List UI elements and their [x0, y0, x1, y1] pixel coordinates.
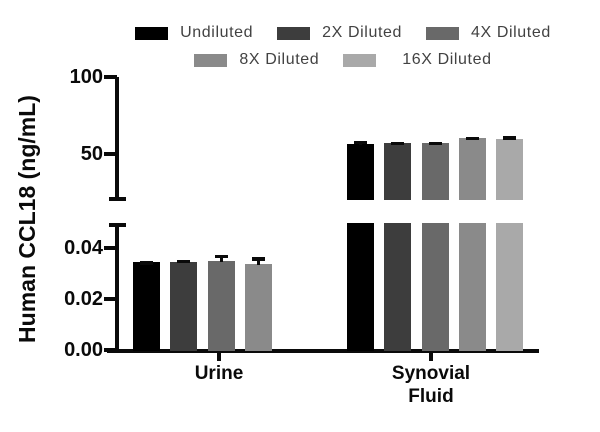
- legend: Undiluted 2X Diluted 4X Diluted 8X Diluted 1…: [86, 24, 600, 79]
- legend-label-16x-diluted: 16X Diluted: [402, 51, 492, 68]
- error-bar-cap-urine-undiluted: [139, 261, 153, 265]
- y-tick-upper-50: [104, 152, 117, 156]
- x-category-label-urine: Urine: [144, 362, 294, 385]
- error-bar-cap-synovial-fluid-4x-diluted: [428, 141, 442, 146]
- y-tick-label-lower-0-04: 0.04: [64, 237, 103, 259]
- error-bar-cap-synovial-fluid-8x-diluted: [465, 136, 479, 141]
- legend-swatch-16x-diluted: [343, 53, 377, 67]
- bar-urine-4x-diluted: [207, 260, 235, 351]
- y-tick-label-lower-0-00: 0.00: [64, 339, 103, 361]
- error-bar-cap-synovial-fluid-16x-diluted: [503, 136, 517, 140]
- y-tick-label-upper-100: 100: [69, 66, 103, 88]
- bar-lower-synovial-fluid-4x-diluted: [421, 223, 449, 351]
- legend-label-4x-diluted: 4X Diluted: [471, 24, 551, 41]
- error-bar-line-urine-4x-diluted: [219, 254, 223, 262]
- axis-break-cap-upper: [108, 197, 126, 201]
- legend-item-4x-diluted: 4X Diluted: [426, 24, 551, 42]
- bar-upper-synovial-fluid-2x-diluted: [384, 143, 412, 200]
- x-category-label-line: Fluid: [408, 386, 454, 407]
- y-axis-lower-line: [115, 223, 119, 353]
- legend-swatch-undiluted: [135, 26, 169, 40]
- legend-label-8x-diluted: 8X Diluted: [239, 51, 320, 68]
- legend-item-16x-diluted: 16X Diluted: [343, 51, 491, 69]
- error-bar-line-urine-8x-diluted: [256, 257, 260, 266]
- bar-upper-synovial-fluid-undiluted: [346, 143, 374, 200]
- bar-lower-synovial-fluid-2x-diluted: [384, 223, 412, 351]
- x-category-label-line: Urine: [194, 363, 244, 384]
- bar-lower-synovial-fluid-16x-diluted: [496, 223, 524, 351]
- legend-swatch-4x-diluted: [426, 26, 459, 40]
- bar-lower-synovial-fluid-undiluted: [346, 223, 374, 351]
- y-tick-upper-100: [104, 75, 117, 79]
- bar-urine-2x-diluted: [170, 261, 198, 351]
- bar-lower-synovial-fluid-8x-diluted: [458, 223, 486, 351]
- error-bar-cap-synovial-fluid-undiluted: [353, 140, 367, 145]
- legend-label-undiluted: Undiluted: [180, 24, 254, 41]
- legend-swatch-2x-diluted: [277, 26, 311, 40]
- y-axis-upper-line: [115, 77, 119, 201]
- x-category-label-synovial-fluid: Synovial Fluid: [356, 362, 506, 408]
- legend-item-8x-diluted: 8X Diluted: [194, 51, 319, 69]
- legend-row-2: 8X Diluted 16X Diluted: [86, 51, 600, 69]
- error-bar-cap-synovial-fluid-2x-diluted: [391, 141, 405, 146]
- legend-label-2x-diluted: 2X Diluted: [322, 24, 402, 41]
- legend-swatch-8x-diluted: [194, 53, 228, 67]
- bar-urine-undiluted: [132, 261, 160, 351]
- axis-break-cap-lower: [108, 223, 126, 227]
- y-axis-title: Human CCL18 (ng/mL): [14, 95, 40, 343]
- x-tick-urine: [217, 353, 221, 361]
- y-tick-lower-0-04: [104, 246, 117, 250]
- bar-upper-synovial-fluid-16x-diluted: [496, 138, 524, 200]
- y-tick-label-upper-50: 50: [80, 143, 103, 165]
- y-tick-lower-0-02: [104, 297, 117, 301]
- bar-urine-8x-diluted: [244, 264, 272, 351]
- legend-row-1: Undiluted 2X Diluted 4X Diluted: [86, 24, 600, 42]
- legend-item-2x-diluted: 2X Diluted: [277, 24, 402, 42]
- legend-item-undiluted: Undiluted: [135, 24, 253, 42]
- x-tick-synovial-fluid: [429, 353, 433, 361]
- error-bar-cap-urine-2x-diluted: [177, 259, 191, 264]
- error-bar-cap-urine-4x-diluted: [214, 254, 228, 259]
- x-category-label-line: Synovial: [391, 363, 471, 384]
- x-axis-line: [107, 349, 539, 353]
- bar-upper-synovial-fluid-4x-diluted: [421, 143, 449, 200]
- error-bar-cap-urine-8x-diluted: [251, 257, 265, 261]
- y-tick-label-lower-0-02: 0.02: [64, 288, 103, 310]
- bar-upper-synovial-fluid-8x-diluted: [458, 138, 486, 200]
